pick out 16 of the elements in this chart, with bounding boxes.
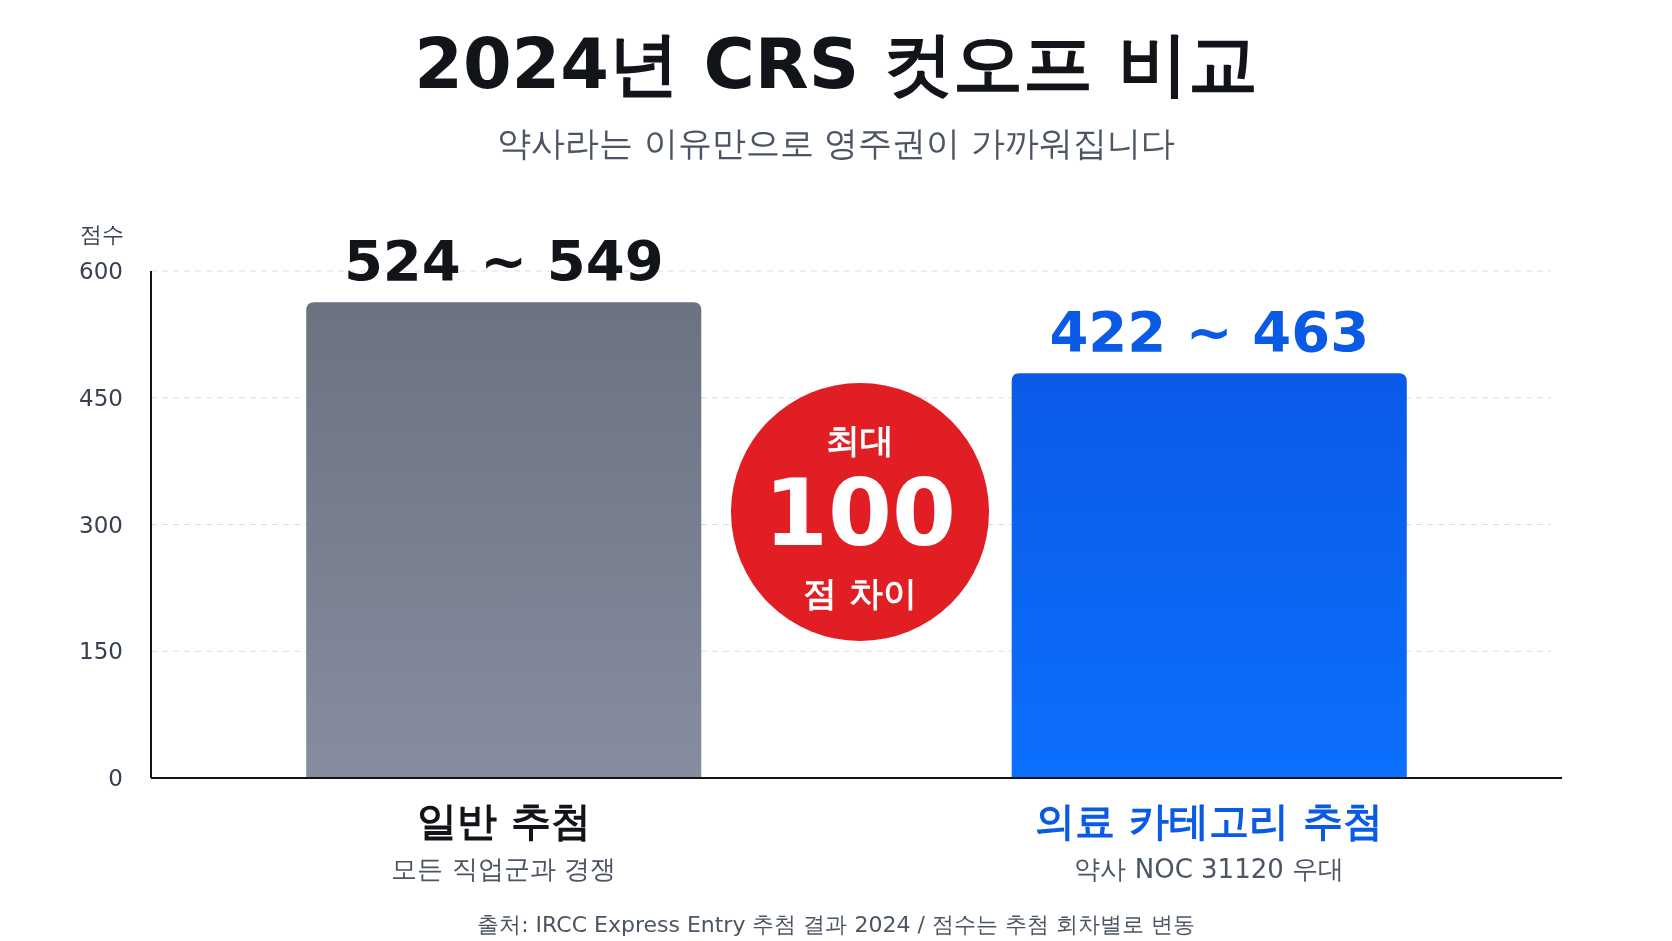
annotation: 최대 100 점 차이: [763, 420, 957, 613]
y-tick-label: 450: [79, 384, 123, 411]
x-tick-label: 의료 카테고리 추첨: [1035, 798, 1384, 844]
annotation: 524 ~ 549: [343, 228, 664, 294]
y-tick-label: 300: [79, 511, 123, 538]
annotation: 422 ~ 463: [1049, 299, 1370, 365]
text: 약사 NOC 31120 우대: [1074, 854, 1345, 884]
text: 모든 직업군과 경쟁: [391, 854, 617, 884]
y-axis-title: 점수: [80, 222, 124, 247]
y-tick-label: 0: [108, 765, 123, 791]
y-tick-label: 150: [79, 638, 123, 665]
chart-subtitle: 약사라는 이유만으로 영주권이 가까워집니다: [496, 123, 1176, 163]
chart-title: 2024년 CRS 컷오프 비교: [414, 23, 1258, 105]
source-note: 출처: IRCC Express Entry 추첨 결과 2024 / 점수는 추첨 회차별로 변동: [477, 912, 1195, 937]
y-tick-label: 600: [79, 258, 123, 284]
x-tick-label: 일반 추첨: [416, 798, 591, 844]
